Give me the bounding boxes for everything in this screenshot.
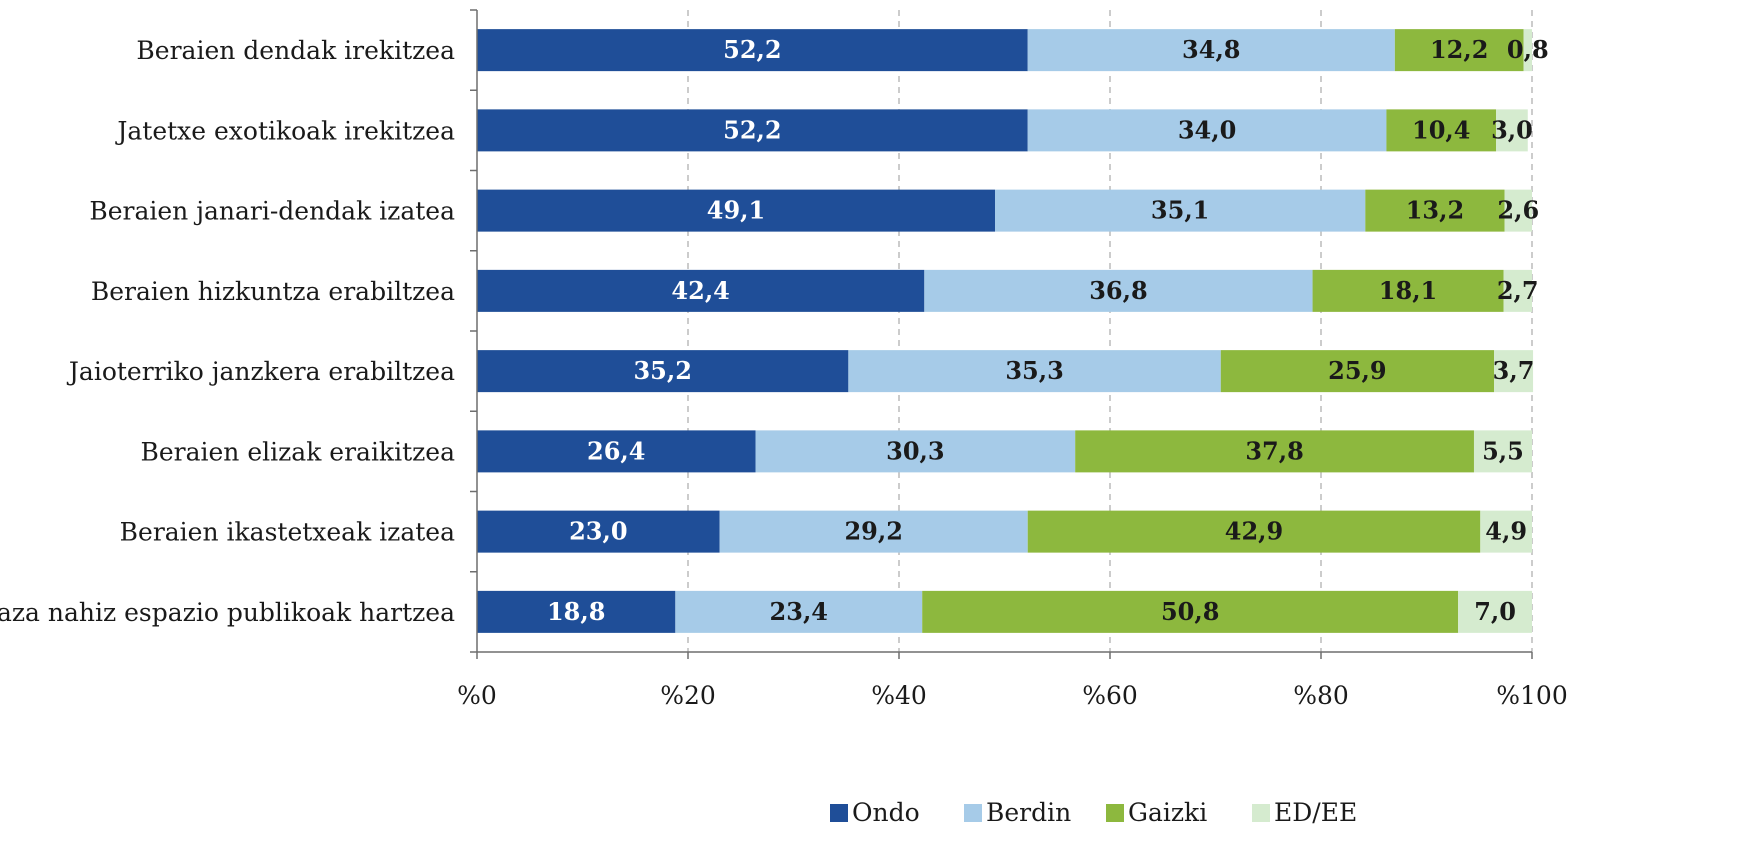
- bar-segment: [1075, 430, 1474, 473]
- bar-segment: [922, 590, 1459, 633]
- legend-label: Gaizki: [1128, 798, 1207, 827]
- bar-segment: [1496, 109, 1528, 152]
- bar-segment: [477, 350, 849, 393]
- data-label: 29,2: [844, 517, 902, 546]
- bars-layer: [477, 29, 1534, 633]
- data-label: 34,0: [1178, 115, 1236, 144]
- bar-segment: [1394, 29, 1524, 72]
- bar-segment: [1312, 269, 1504, 312]
- data-label: 35,3: [1005, 356, 1063, 385]
- bar-segment: [477, 29, 1028, 72]
- category-label: Jaioterriko janzkera erabiltzea: [66, 357, 455, 386]
- bar-segment: [477, 510, 720, 553]
- bar-segment: [675, 590, 923, 633]
- x-tick-label: %80: [1293, 681, 1349, 710]
- data-label: 2,7: [1497, 276, 1539, 305]
- bar-segment: [755, 430, 1076, 473]
- bar-segment: [1386, 109, 1497, 152]
- data-label: 18,1: [1379, 276, 1437, 305]
- x-tick-label: %100: [1496, 681, 1567, 710]
- x-tick-label: %60: [1082, 681, 1138, 710]
- legend-label: Ondo: [852, 798, 920, 827]
- legend-swatch: [1252, 804, 1270, 822]
- data-label: 36,8: [1089, 276, 1147, 305]
- category-label: Jatetxe exotikoak irekitzea: [114, 116, 455, 145]
- bar-segment: [924, 269, 1313, 312]
- data-label: 18,8: [547, 597, 605, 626]
- bar-segment: [719, 510, 1028, 553]
- bar-segment: [1027, 109, 1387, 152]
- data-label: 23,0: [569, 517, 627, 546]
- bar-segment: [848, 350, 1221, 393]
- bar-segment: [477, 269, 925, 312]
- category-label: Beraien dendak irekitzea: [136, 36, 455, 65]
- category-label: Beraien hizkuntza erabiltzea: [91, 277, 455, 306]
- legend-label: ED/EE: [1274, 798, 1357, 827]
- data-label: 26,4: [587, 436, 645, 465]
- bar-segment: [1220, 350, 1495, 393]
- bar-segment: [477, 189, 996, 232]
- data-label: 52,2: [723, 115, 781, 144]
- data-label: 7,0: [1474, 597, 1516, 626]
- x-tick-label: %40: [871, 681, 927, 710]
- data-label: 35,2: [633, 356, 691, 385]
- bar-segment: [1365, 189, 1505, 232]
- axis-layer: [470, 9, 1533, 659]
- data-label: 0,8: [1507, 35, 1549, 64]
- bar-segment: [477, 590, 676, 633]
- data-label: 30,3: [886, 436, 944, 465]
- data-label: 34,8: [1182, 35, 1240, 64]
- data-label: 23,4: [770, 597, 828, 626]
- data-label: 42,9: [1225, 517, 1283, 546]
- grid-layer: [687, 10, 1533, 652]
- bar-segment: [477, 109, 1028, 152]
- legend-swatch: [1106, 804, 1124, 822]
- bar-segment: [1504, 189, 1532, 232]
- data-label: 13,2: [1406, 196, 1464, 225]
- data-label: 5,5: [1482, 436, 1524, 465]
- legend-swatch: [964, 804, 982, 822]
- bar-segment: [477, 430, 756, 473]
- data-label: 4,9: [1485, 517, 1527, 546]
- data-label: 50,8: [1161, 597, 1219, 626]
- bar-segment: [1503, 269, 1532, 312]
- data-label: 10,4: [1412, 115, 1470, 144]
- data-label: 49,1: [707, 196, 765, 225]
- legend-label: Berdin: [986, 798, 1071, 827]
- data-label: 3,0: [1491, 115, 1533, 144]
- bar-segment: [995, 189, 1366, 232]
- data-label: 42,4: [671, 276, 729, 305]
- data-label: 2,6: [1497, 196, 1539, 225]
- bar-segment: [1473, 430, 1532, 473]
- bar-segment: [1458, 590, 1532, 633]
- category-label: Beraien elizak eraikitzea: [140, 437, 455, 466]
- category-label: Beraien ikastetxeak izatea: [120, 518, 455, 547]
- x-tick-label: %0: [457, 681, 497, 710]
- bar-segment: [1494, 350, 1534, 393]
- data-label: 35,1: [1151, 196, 1209, 225]
- data-label: 3,7: [1493, 356, 1535, 385]
- category-label: Beraien janari-dendak izatea: [89, 197, 455, 226]
- x-tick-label: %20: [660, 681, 716, 710]
- legend: Ondo Berdin Gaizki ED/EE: [830, 798, 1357, 827]
- bar-segment: [1480, 510, 1532, 553]
- category-label: Plaza nahiz espazio publikoak hartzea: [0, 598, 455, 627]
- data-label: 52,2: [723, 35, 781, 64]
- labels-layer: 52,2 34,8 12,2 0,8 Beraien dendak irekitzea 5…: [0, 35, 1568, 710]
- bar-segment: [1027, 29, 1395, 72]
- data-label: 25,9: [1328, 356, 1386, 385]
- data-label: 12,2: [1430, 35, 1488, 64]
- bar-segment: [1027, 510, 1481, 553]
- data-label: 37,8: [1245, 436, 1303, 465]
- bar-segment: [1523, 29, 1532, 72]
- legend-swatch: [830, 804, 848, 822]
